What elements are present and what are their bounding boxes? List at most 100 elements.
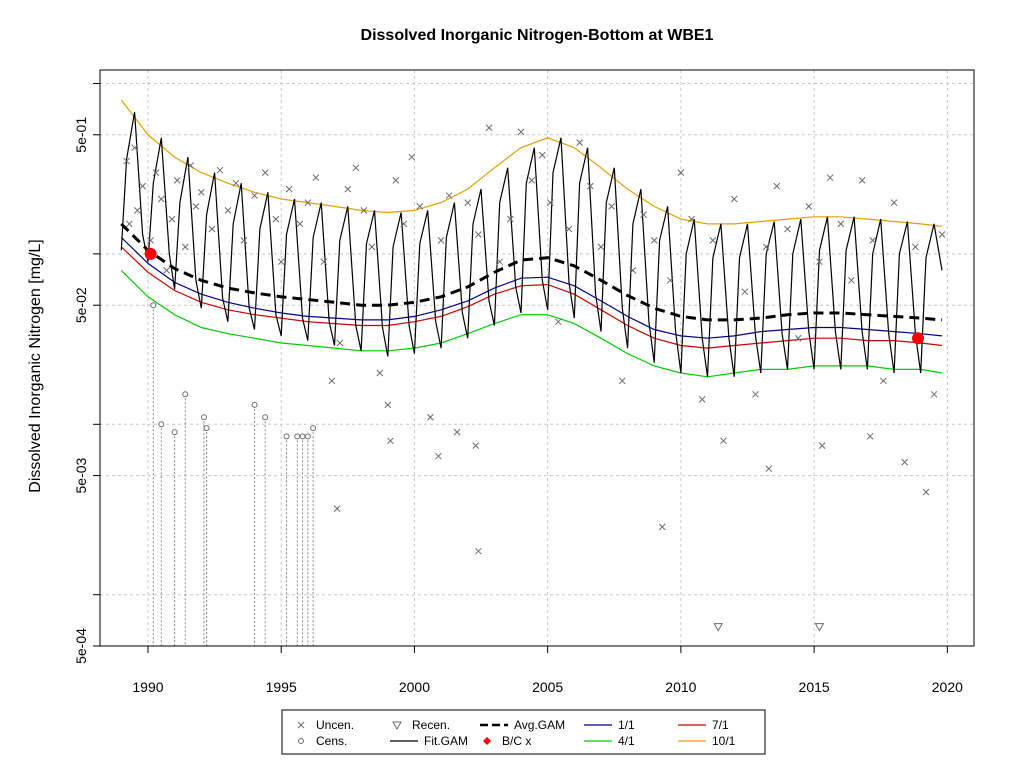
recensored-point	[713, 623, 724, 632]
x-tick-label: 2020	[932, 679, 963, 695]
recensored-point	[814, 623, 825, 632]
uncensored-point	[640, 211, 647, 218]
uncensored-point	[224, 207, 232, 214]
censored-point	[203, 425, 210, 646]
uncensored-point	[826, 174, 834, 182]
legend-label: Fit.GAM	[424, 734, 468, 748]
uncensored-point	[392, 177, 400, 184]
uncensored-point	[650, 237, 658, 244]
uncensored-point	[565, 225, 573, 233]
legend-label: 7/1	[712, 718, 729, 732]
uncensored-point	[848, 276, 855, 284]
uncensored-point	[762, 243, 770, 251]
x-tick-label: 1990	[132, 679, 163, 695]
uncensored-point	[416, 203, 424, 210]
uncensored-point	[866, 432, 874, 440]
legend-entry: Cens.	[298, 734, 347, 748]
uncensored-point	[752, 390, 759, 398]
legend-label: Uncen.	[316, 718, 354, 732]
y-tick-label: 5e-03	[73, 457, 89, 493]
uncensored-point	[666, 276, 674, 284]
bc-point	[912, 332, 925, 345]
series-line-fit-gam	[120, 111, 943, 377]
uncensored-point	[485, 124, 493, 132]
censored-point	[283, 433, 290, 646]
uncensored-point	[773, 182, 781, 190]
uncensored-point	[437, 237, 445, 244]
uncensored-point	[125, 220, 133, 228]
y-axis: 5e-04 5e-03 5e-02 5e-01	[73, 82, 100, 664]
legend-label: Cens.	[316, 734, 347, 748]
uncensored-point	[912, 243, 919, 251]
uncensored-point	[333, 505, 341, 512]
series-layer	[120, 99, 943, 378]
uncensored-point	[163, 267, 170, 274]
uncensored-point	[232, 179, 240, 187]
censored-point	[158, 421, 165, 646]
uncensored-point	[139, 182, 146, 190]
legend-label: Avg.GAM	[514, 718, 565, 732]
uncensored-point	[453, 428, 461, 436]
uncensored-point	[720, 437, 727, 445]
grid	[100, 70, 974, 647]
uncensored-point	[344, 185, 352, 193]
uncensored-point	[216, 166, 224, 174]
uncensored-point	[336, 339, 344, 347]
uncensored-point	[528, 177, 536, 184]
uncensored-point	[496, 258, 504, 266]
uncensored-point	[123, 157, 130, 165]
uncensored-point	[472, 442, 480, 449]
uncensored-point	[818, 442, 826, 449]
uncensored-point	[869, 237, 877, 244]
series-line-10-1	[120, 99, 943, 227]
legend-entry: 4/1	[584, 734, 635, 748]
x-tick-label: 2015	[799, 679, 830, 695]
uncensored-point	[938, 231, 946, 238]
uncensored-point	[586, 182, 594, 190]
uncensored-point	[546, 199, 554, 206]
uncensored-point	[376, 369, 384, 377]
uncensored-point	[152, 169, 160, 176]
uncensored-point	[816, 258, 823, 266]
x-tick-label: 2010	[665, 679, 696, 695]
legend-entry: Uncen.	[297, 718, 354, 732]
uncensored-point	[554, 318, 562, 326]
censored-point	[304, 433, 311, 646]
censored-point	[299, 433, 306, 646]
uncensored-point	[408, 153, 416, 161]
uncensored-point	[890, 199, 898, 206]
uncensored-point	[352, 164, 360, 172]
censored-point	[200, 414, 207, 646]
points-layer	[123, 124, 946, 646]
uncensored-point	[709, 237, 717, 244]
uncensored-point	[618, 377, 626, 385]
uncensored-point	[147, 237, 154, 244]
uncensored-point	[296, 220, 304, 228]
y-tick-label: 5e-04	[73, 628, 89, 664]
uncensored-point	[208, 225, 216, 233]
uncensored-point	[240, 237, 248, 244]
uncensored-point	[360, 207, 368, 214]
uncensored-point	[629, 267, 637, 274]
uncensored-point	[517, 128, 525, 136]
uncensored-point	[688, 215, 695, 223]
x-axis: 1990 1995 2000 2005 2010 2015 2020	[132, 646, 963, 695]
uncensored-point	[427, 413, 434, 421]
legend-label: 1/1	[618, 718, 635, 732]
uncensored-point	[173, 177, 181, 184]
uncensored-point	[608, 203, 615, 210]
uncensored-point	[880, 377, 887, 385]
uncensored-point	[192, 203, 200, 210]
x-tick-label: 1995	[266, 679, 297, 695]
series-line-1-1	[120, 236, 943, 339]
x-tick-label: 2005	[532, 679, 563, 695]
uncensored-point	[597, 243, 605, 251]
legend-label: 10/1	[712, 734, 736, 748]
uncensored-point	[922, 488, 930, 496]
uncensored-point	[475, 231, 482, 238]
uncensored-point	[658, 523, 666, 531]
uncensored-point	[328, 377, 336, 385]
legend-entry: 7/1	[678, 718, 729, 732]
uncensored-point	[930, 390, 938, 398]
